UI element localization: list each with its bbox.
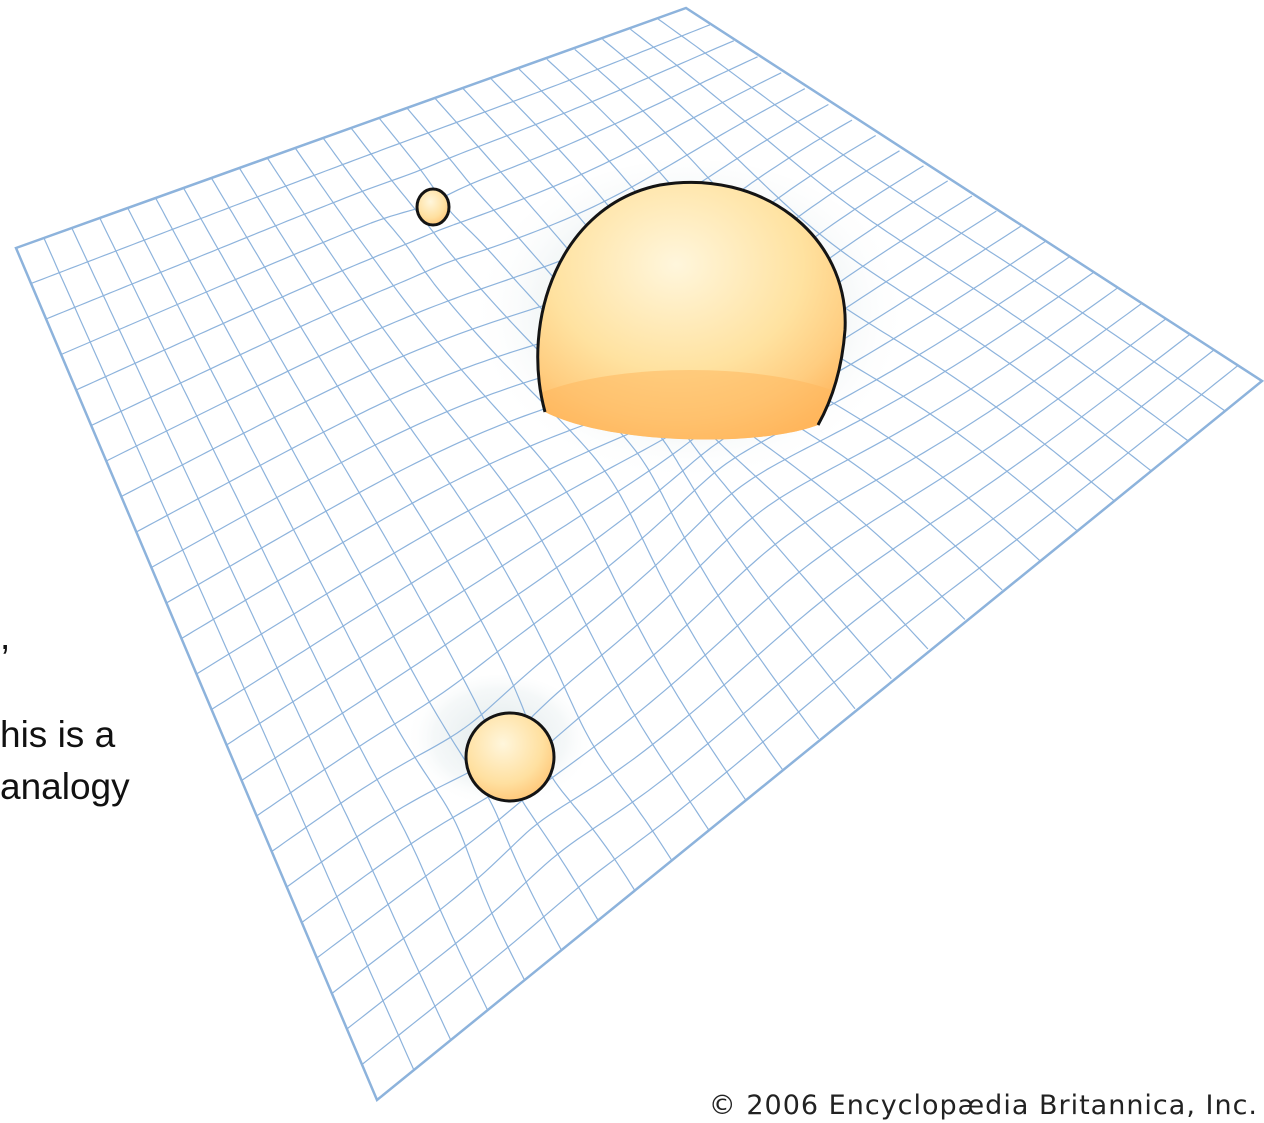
large-sphere-outline [536,180,847,426]
grid-line-u-21 [602,38,1152,472]
caption-fragment-3: analogy [0,766,130,807]
spacetime-sheet [14,6,1264,1103]
caption-fragment-2: his is a [0,714,116,755]
large-sphere-shading [537,370,846,440]
large-sphere-group [536,180,847,440]
caption-fragment-1: , [0,616,11,657]
medium-sphere [464,711,556,803]
grid-line-v-22 [346,349,1215,1030]
grid-line-v-21 [331,333,1191,994]
grid-line-v-20 [316,318,1167,959]
spacetime-grid [30,18,1239,1071]
small-sphere-group [415,187,451,227]
grid-line-v-23 [361,365,1239,1065]
medium-sphere-group [464,711,556,803]
grid-line-u-22 [630,28,1189,442]
copyright-notice: © 2006 Encyclopædia Britannica, Inc. [708,1090,1258,1121]
small-sphere [415,187,451,227]
grid-line-u-23 [657,18,1226,412]
